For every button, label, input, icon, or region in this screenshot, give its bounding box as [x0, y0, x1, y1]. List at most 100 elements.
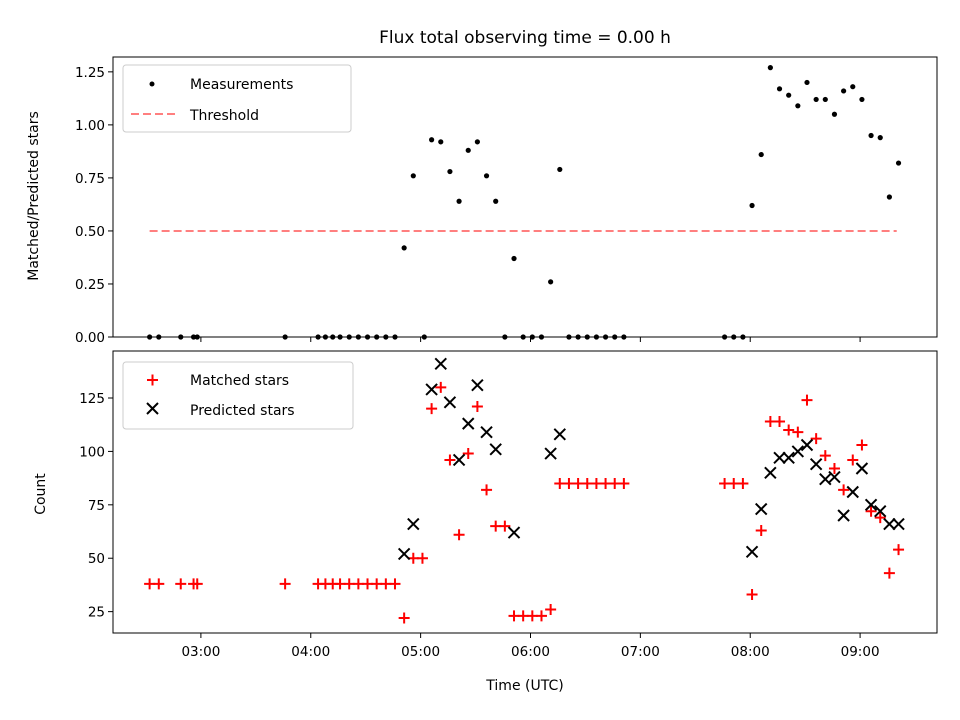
- measurement-point: [447, 168, 453, 175]
- bottom-y-tick-label: 100: [79, 444, 105, 460]
- series-matched-stars: [144, 381, 905, 624]
- measurement-point: [557, 166, 563, 173]
- predicted-point: [434, 357, 447, 371]
- legend-matched-marker: [147, 374, 158, 386]
- bottom-legend: Matched stars Predicted stars: [122, 361, 354, 430]
- x-axis-label: Time (UTC): [485, 678, 563, 694]
- measurement-point: [859, 96, 865, 103]
- measurement-point: [831, 111, 838, 117]
- series-predicted-stars: [397, 357, 905, 561]
- predicted-point: [480, 425, 493, 439]
- top-y-axis-label: Matched/Predicted stars: [26, 111, 42, 281]
- matched-point: [883, 567, 895, 579]
- bottom-y-tick-label: 125: [79, 391, 105, 407]
- predicted-point: [855, 462, 869, 475]
- matched-point: [819, 450, 831, 462]
- predicted-point: [471, 378, 484, 392]
- matched-point: [828, 463, 840, 474]
- measurement-point: [877, 135, 883, 141]
- x-tick-label: 06:00: [511, 644, 550, 660]
- predicted-point: [819, 472, 832, 486]
- top-legend-frame: [122, 64, 352, 133]
- matched-point: [618, 477, 630, 489]
- predicted-point: [553, 428, 566, 441]
- legend-predicted-marker: [146, 402, 159, 415]
- measurement-point: [822, 96, 828, 103]
- measurement-point: [429, 137, 435, 143]
- matched-point: [535, 610, 547, 622]
- matched-point: [856, 439, 868, 451]
- matched-point: [416, 552, 428, 564]
- matched-point: [153, 578, 165, 590]
- matched-point: [783, 424, 795, 436]
- predicted-point: [837, 509, 850, 522]
- measurement-point: [795, 103, 801, 109]
- predicted-point: [800, 438, 814, 452]
- x-tick-label: 03:00: [181, 644, 220, 660]
- measurement-point: [786, 92, 792, 98]
- predicted-point: [791, 445, 805, 458]
- predicted-point: [462, 417, 475, 430]
- x-tick-label: 07:00: [621, 644, 660, 660]
- measurement-point: [868, 132, 874, 139]
- top-legend: Measurements Threshold: [122, 64, 352, 133]
- measurement-point: [895, 160, 902, 166]
- matched-point: [838, 484, 850, 496]
- measurement-point: [776, 86, 783, 92]
- measurement-point: [886, 194, 892, 200]
- predicted-point: [874, 505, 887, 518]
- x-tick-label: 09:00: [841, 644, 880, 660]
- measurement-point: [456, 198, 462, 204]
- matched-point: [175, 578, 187, 590]
- measurement-point: [438, 139, 444, 145]
- matched-point: [810, 433, 822, 445]
- top-chart-title: Flux total observing time = 0.00 h: [379, 28, 671, 48]
- legend-threshold-label: Threshold: [189, 108, 259, 124]
- measurement-point: [474, 139, 480, 145]
- legend-predicted-label: Predicted stars: [190, 403, 295, 419]
- measurement-point: [758, 151, 764, 158]
- matched-point: [865, 505, 877, 517]
- predicted-point: [764, 466, 777, 479]
- matched-point: [874, 512, 886, 524]
- top-axes-frame: [112, 56, 938, 338]
- matched-point: [279, 578, 291, 590]
- predicted-point: [489, 443, 502, 456]
- bottom-y-tick-label: 50: [88, 551, 105, 567]
- matched-point: [453, 529, 465, 541]
- bottom-axes-frame: [112, 350, 938, 634]
- predicted-point: [507, 526, 521, 539]
- measurement-point: [483, 173, 490, 179]
- top-y-tick-label: 0.25: [75, 277, 105, 293]
- measurement-point: [410, 173, 416, 179]
- top-y-tick-label: 1.25: [75, 65, 105, 81]
- predicted-point: [828, 470, 841, 484]
- matched-point: [481, 484, 493, 496]
- legend-measurements-label: Measurements: [190, 77, 293, 93]
- top-y-tick-label: 0.00: [75, 330, 105, 346]
- matched-point: [499, 520, 511, 532]
- measurement-point: [813, 96, 819, 103]
- matched-point: [462, 448, 474, 460]
- x-tick-label: 04:00: [291, 644, 330, 660]
- matched-point: [737, 477, 749, 489]
- matched-point: [746, 589, 758, 601]
- matched-point: [545, 604, 557, 615]
- bottom-y-axis-label: Count: [33, 473, 49, 515]
- predicted-point: [864, 498, 878, 512]
- x-tick-label: 08:00: [731, 644, 770, 660]
- measurement-point: [511, 255, 517, 262]
- matched-point: [471, 401, 483, 413]
- predicted-point: [407, 517, 420, 531]
- matched-point: [792, 426, 804, 438]
- predicted-point: [425, 383, 438, 396]
- predicted-point: [443, 396, 457, 409]
- matched-point: [755, 524, 767, 536]
- legend-matched-label: Matched stars: [190, 373, 289, 389]
- measurement-point: [401, 245, 407, 251]
- measurement-point: [465, 147, 471, 153]
- legend-measurements-marker: [149, 81, 155, 87]
- measurement-point: [767, 65, 773, 71]
- measurement-point: [548, 279, 554, 285]
